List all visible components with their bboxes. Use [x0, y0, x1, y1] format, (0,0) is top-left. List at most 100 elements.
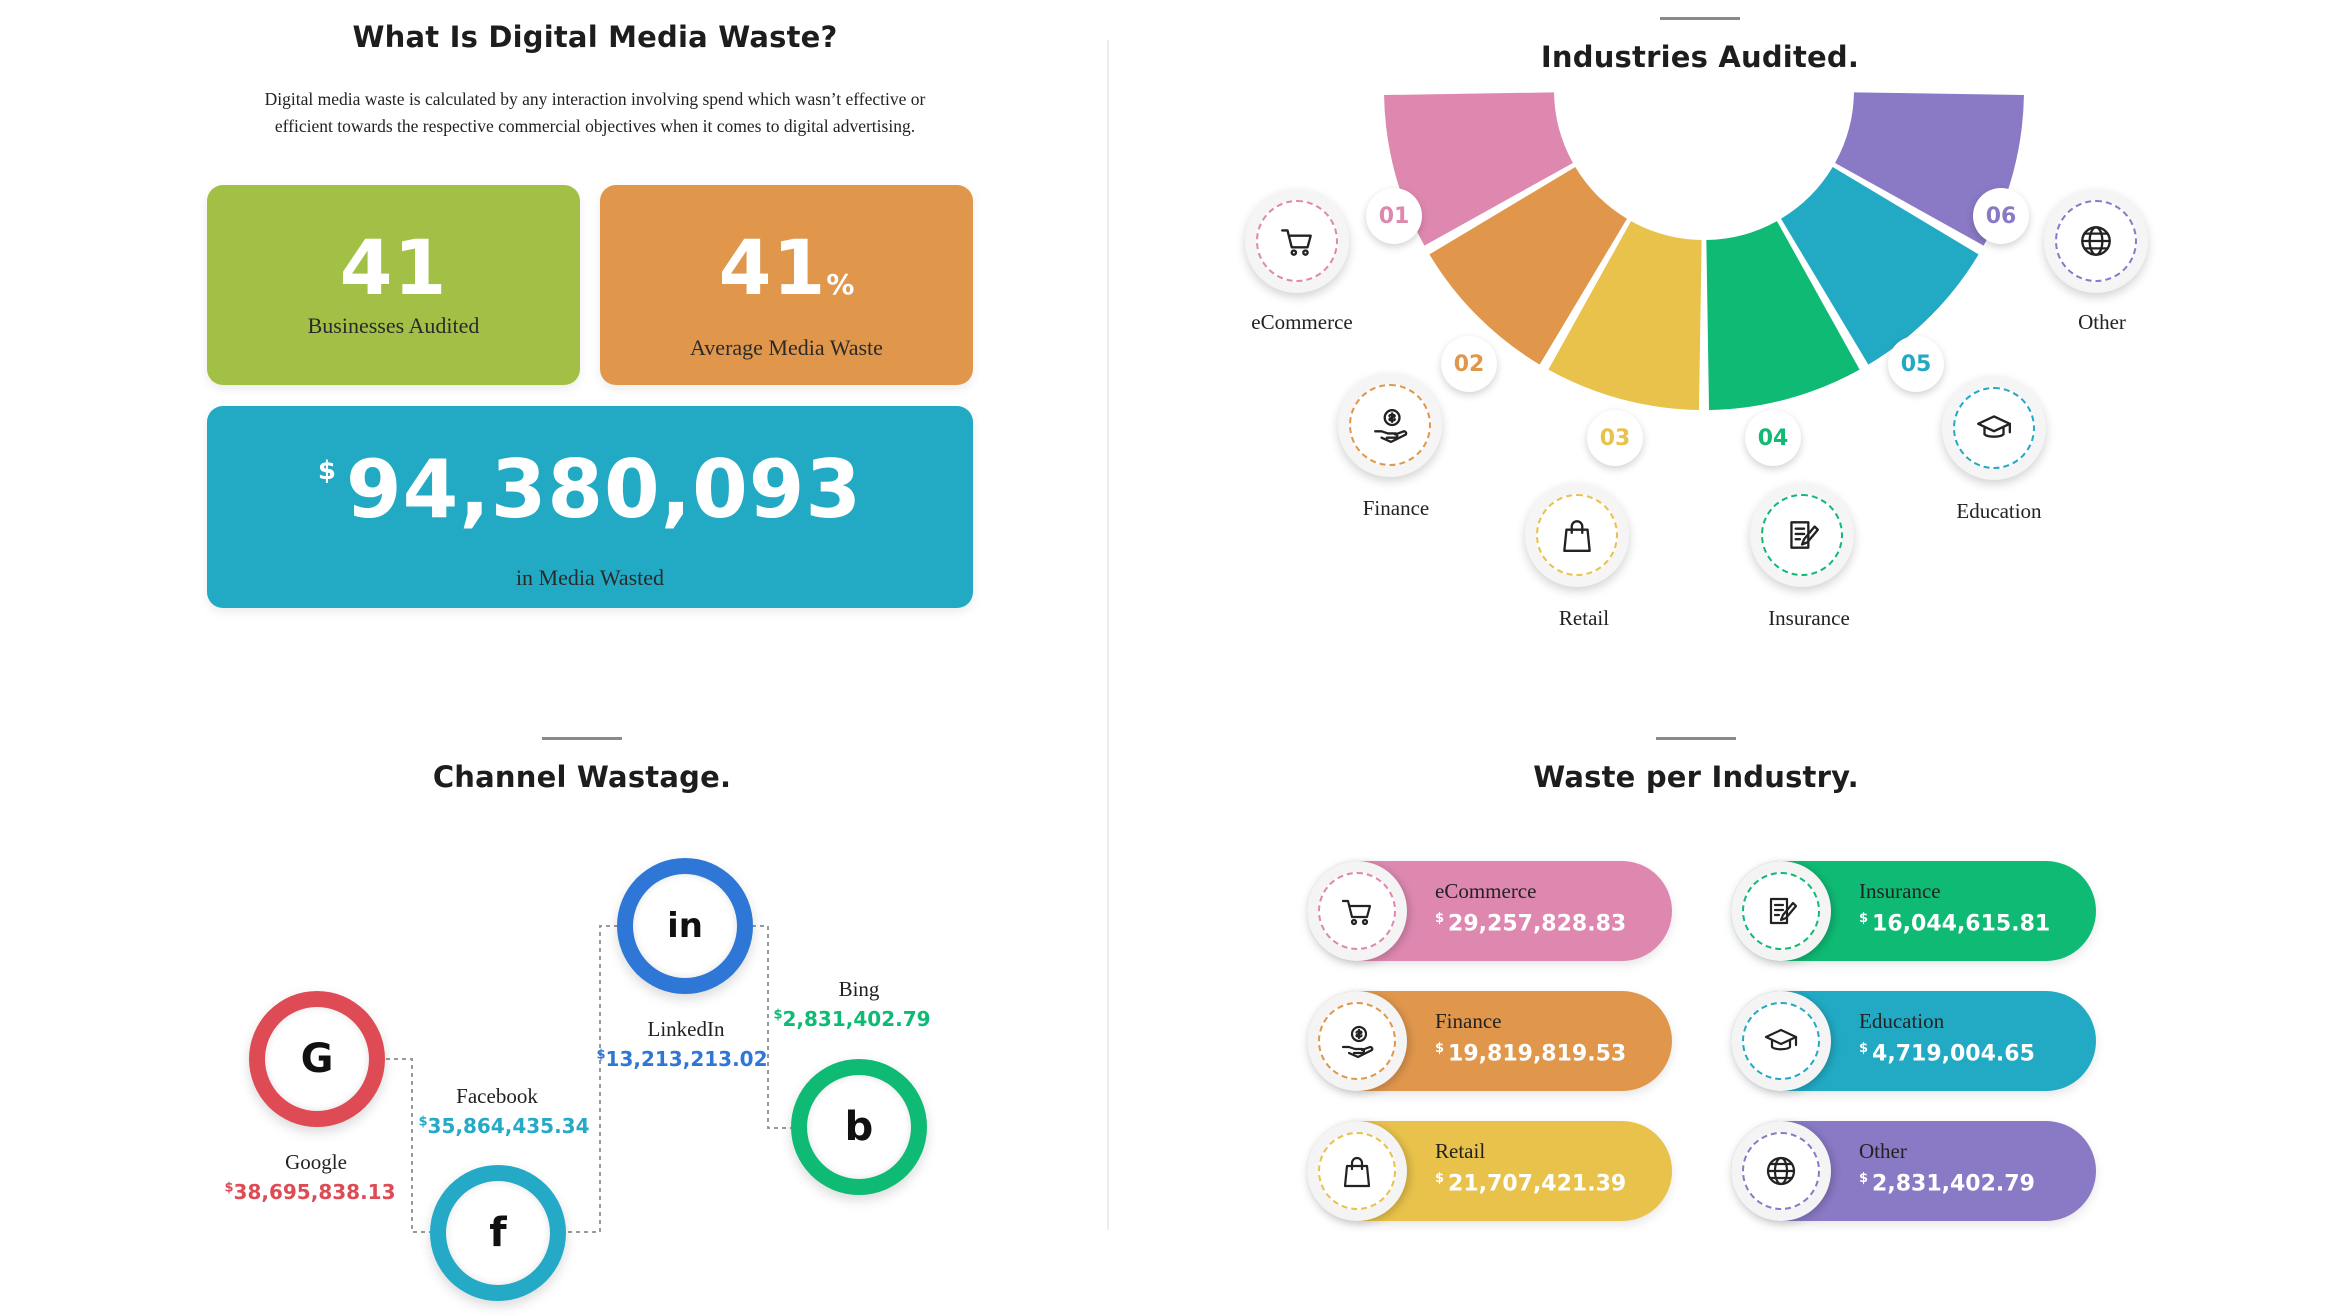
- waste-pill-retail: Retail $21,707,421.39: [1307, 1121, 1672, 1221]
- currency-symbol: $: [1859, 911, 1869, 926]
- waste-pill-other: Other $2,831,402.79: [1731, 1121, 2096, 1221]
- industry-retail-label: Retail: [1558, 606, 1610, 630]
- bing-channel-value: $2,831,402.79: [742, 1007, 962, 1031]
- industry-other-badge: [2044, 189, 2148, 293]
- bing-icon: b: [807, 1075, 911, 1179]
- waste-pill-icon-holder: [1307, 1121, 1407, 1221]
- industry-ecommerce-label: eCommerce: [1251, 310, 1353, 334]
- businesses-audited-card: 41 Businesses Audited: [207, 185, 580, 385]
- waste-pill-value: $21,707,421.39: [1435, 1171, 1626, 1196]
- businesses-audited-label: Businesses Audited: [307, 313, 480, 338]
- money-hand-icon: [1349, 384, 1431, 466]
- media-wasted-value: 94,380,093: [346, 443, 863, 536]
- waste-pill-value-text: 4,719,004.65: [1872, 1041, 2035, 1067]
- column-divider: [1107, 40, 1109, 1230]
- industry-finance-label: Finance: [1362, 496, 1430, 520]
- facebook-channel-value: $35,864,435.34: [394, 1114, 614, 1138]
- facebook-channel-button[interactable]: f: [430, 1165, 566, 1301]
- average-media-waste-card: 41% Average Media Waste: [600, 185, 973, 385]
- intro-description: Digital media waste is calculated by any…: [200, 86, 990, 140]
- facebook-icon: f: [446, 1181, 550, 1285]
- average-media-waste-value: 41: [718, 223, 827, 312]
- industry-retail-number: 03: [1587, 410, 1643, 466]
- waste-pill-value: $19,819,819.53: [1435, 1041, 1626, 1066]
- businesses-audited-value: 41: [339, 223, 448, 312]
- linkedin-channel-button[interactable]: in: [617, 858, 753, 994]
- waste-pill-name: Retail: [1435, 1139, 1486, 1163]
- waste-pill-name: eCommerce: [1435, 879, 1537, 903]
- arc-segment-retail: [1548, 221, 1702, 410]
- contract-icon: [1761, 494, 1843, 576]
- currency-symbol: $: [1435, 1171, 1445, 1186]
- intro-description-line-1: Digital media waste is calculated by any…: [264, 89, 926, 109]
- waste-pill-value: $16,044,615.81: [1859, 911, 2050, 936]
- average-media-waste-label: Average Media Waste: [690, 335, 883, 360]
- currency-symbol: $: [1435, 911, 1445, 926]
- google-channel-button[interactable]: G: [249, 991, 385, 1127]
- waste-pill-value-text: 21,707,421.39: [1448, 1171, 1627, 1197]
- industry-retail-badge: [1525, 483, 1629, 587]
- waste-pill-finance: Finance $19,819,819.53: [1307, 991, 1672, 1091]
- title-rule: [1660, 17, 1740, 20]
- industry-other-label: Other: [2078, 310, 2126, 334]
- industry-finance-badge: [1338, 373, 1442, 477]
- cart-icon: [1256, 200, 1338, 282]
- graduation-cap-icon: [1742, 1002, 1820, 1080]
- industry-ecommerce-badge: [1245, 189, 1349, 293]
- graduation-cap-icon: [1953, 387, 2035, 469]
- industry-insurance-label: Insurance: [1768, 606, 1850, 630]
- shopping-bag-icon: [1318, 1132, 1396, 1210]
- waste-pill-icon-holder: [1307, 991, 1407, 1091]
- industry-ecommerce-number: 01: [1366, 188, 1422, 244]
- waste-pill-icon-holder: [1731, 991, 1831, 1091]
- industry-education-number: 05: [1888, 336, 1944, 392]
- waste-pill-icon-holder: [1731, 1121, 1831, 1221]
- waste-pill-ecommerce: eCommerce $29,257,828.83: [1307, 861, 1672, 961]
- section-title-industries: Industries Audited.: [1540, 40, 1860, 74]
- google-channel-value: $38,695,838.13: [200, 1180, 420, 1204]
- industry-insurance-number: 04: [1745, 410, 1801, 466]
- percent-sign: %: [826, 268, 855, 301]
- arc-segment-insurance: [1706, 221, 1860, 410]
- waste-pill-icon-holder: [1307, 861, 1407, 961]
- title-rule: [542, 737, 622, 740]
- industry-insurance-badge: [1750, 483, 1854, 587]
- globe-icon: [1742, 1132, 1820, 1210]
- waste-pill-value-text: 16,044,615.81: [1872, 911, 2051, 937]
- waste-pill-icon-holder: [1731, 861, 1831, 961]
- facebook-value-text: 35,864,435.34: [427, 1114, 590, 1138]
- section-title-media-waste: What Is Digital Media Waste?: [352, 20, 838, 54]
- section-title-waste-per-industry: Waste per Industry.: [1533, 760, 1859, 794]
- contract-icon: [1742, 872, 1820, 950]
- waste-pill-value-text: 2,831,402.79: [1872, 1171, 2035, 1197]
- industry-education-badge: [1942, 376, 2046, 480]
- bing-value-text: 2,831,402.79: [782, 1007, 931, 1031]
- money-hand-icon: [1318, 1002, 1396, 1080]
- currency-symbol: $: [418, 1114, 428, 1130]
- title-rule: [1656, 737, 1736, 740]
- section-title-channels: Channel Wastage.: [432, 760, 732, 794]
- waste-pill-education: Education $4,719,004.65: [1731, 991, 2096, 1091]
- bing-channel-button[interactable]: b: [791, 1059, 927, 1195]
- currency-symbol: $: [1859, 1041, 1869, 1056]
- google-icon: G: [265, 1007, 369, 1111]
- linkedin-icon: in: [633, 874, 737, 978]
- industry-finance-number: 02: [1441, 336, 1497, 392]
- shopping-bag-icon: [1536, 494, 1618, 576]
- arc-segment-education: [1781, 167, 1979, 365]
- google-channel-name: Google: [285, 1150, 347, 1174]
- linkedin-channel-name: LinkedIn: [647, 1017, 725, 1041]
- waste-pill-value: $29,257,828.83: [1435, 911, 1626, 936]
- cart-icon: [1318, 872, 1396, 950]
- bing-channel-name: Bing: [838, 977, 880, 1001]
- arc-segment-finance: [1429, 167, 1627, 365]
- waste-pill-value-text: 19,819,819.53: [1448, 1041, 1627, 1067]
- waste-pill-name: Education: [1859, 1009, 1945, 1033]
- facebook-channel-name: Facebook: [456, 1084, 538, 1108]
- currency-symbol: $: [1859, 1171, 1869, 1186]
- intro-description-line-2: efficient towards the respective commerc…: [274, 116, 916, 136]
- waste-pill-name: Finance: [1435, 1009, 1502, 1033]
- currency-symbol: $: [596, 1047, 606, 1063]
- industry-other-number: 06: [1973, 188, 2029, 244]
- currency-symbol: $: [773, 1007, 783, 1023]
